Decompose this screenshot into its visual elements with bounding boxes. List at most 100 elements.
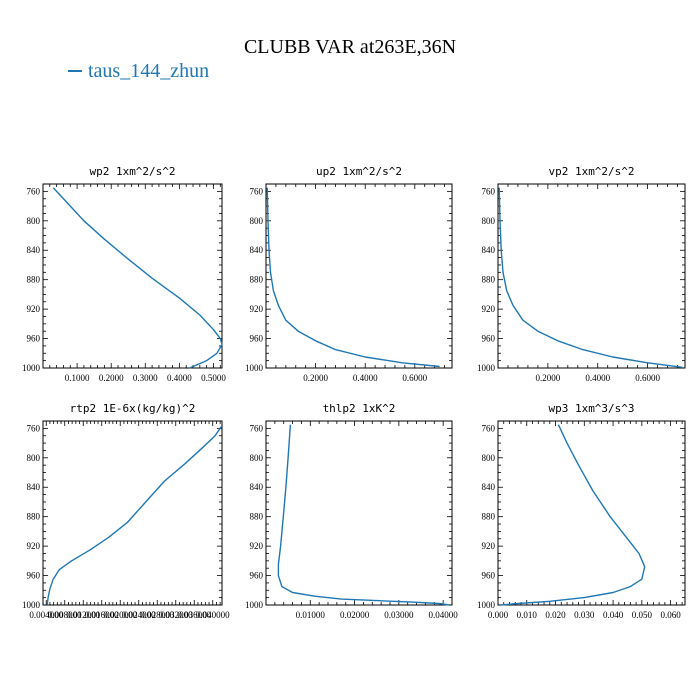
y-tick-label: 800 [482,453,496,463]
x-tick-label: 0.5000 [201,373,226,383]
x-tick-label: 0.036000 [177,610,211,620]
x-tick-label: 0.4000 [353,373,378,383]
series-line [500,424,646,606]
x-tick-label: 0.010 [517,610,538,620]
x-tick-label: 0.024000 [122,610,156,620]
y-tick-label: 760 [482,423,496,433]
x-tick-label: 0.032000 [159,610,193,620]
legend: taus_144_zhun [68,60,209,83]
series-line [498,187,683,368]
y-tick-label: 1000 [477,363,496,373]
y-tick-label: 920 [250,304,264,314]
figure-title: CLUBB VAR at263E,36N [243,36,457,58]
series-line [266,187,440,368]
y-tick-label: 960 [250,571,264,581]
plot-frame [42,420,223,606]
plot-frame [265,183,453,369]
x-tick-label: 0.6000 [402,373,427,383]
y-tick-label: 920 [27,541,41,551]
x-tick-label: 0.2000 [535,373,560,383]
panel-5: thlp2 1xK^2 760 800 840 880 920 960 1000 0.01000… [245,402,458,620]
y-tick-label: 800 [250,216,264,226]
plot-frame [265,420,453,606]
panel-title: rtp2 1E-6x(kg/kg)^2 [70,402,196,415]
y-tick-label: 840 [27,482,41,492]
x-tick-label: 0.020000 [103,610,137,620]
panel-title: wp2 1xm^2/s^2 [89,165,175,178]
y-tick-label: 880 [482,512,496,522]
x-tick-label: 0.030 [574,610,595,620]
y-tick-label: 920 [27,304,41,314]
panel-title: wp3 1xm^3/s^3 [548,402,634,415]
y-tick-label: 800 [27,216,41,226]
y-tick-label: 1000 [22,600,41,610]
y-tick-label: 840 [27,245,41,255]
panel-2: up2 1xm^2/s^2 760 800 840 880 920 960 1000 0.200… [245,165,453,383]
y-tick-label: 960 [482,334,496,344]
x-tick-label: 0.2000 [303,373,328,383]
panel-1: wp2 1xm^2/s^2 760 800 840 880 920 960 1000 0.100… [22,165,226,383]
x-tick-label: 0.4000 [585,373,610,383]
x-tick-label: 0.000 [488,610,509,620]
x-tick-label: 0.3000 [133,373,158,383]
y-tick-label: 880 [250,275,264,285]
y-tick-label: 880 [27,512,41,522]
y-tick-label: 920 [250,541,264,551]
plot-frame [42,183,223,369]
y-tick-label: 880 [27,275,41,285]
x-tick-label: 0.04000 [429,610,459,620]
y-tick-label: 960 [482,571,496,581]
y-tick-label: 800 [482,216,496,226]
panel-6: wp3 1xm^3/s^3 760 800 840 880 920 960 10000.000… [477,402,686,620]
y-tick-label: 1000 [245,363,264,373]
y-tick-label: 880 [482,275,496,285]
panel-title: up2 1xm^2/s^2 [316,165,402,178]
y-tick-label: 760 [250,186,264,196]
y-tick-label: 800 [250,453,264,463]
y-tick-label: 840 [482,482,496,492]
x-tick-label: 0.02000 [340,610,370,620]
y-tick-label: 960 [27,334,41,344]
x-tick-label: 0.6000 [635,373,660,383]
x-tick-label: 0.1000 [65,373,90,383]
legend-label: taus_144_zhun [88,60,210,82]
y-tick-label: 760 [250,423,264,433]
panel-title: thlp2 1xK^2 [323,402,396,415]
y-tick-label: 800 [27,453,41,463]
x-tick-label: 0.060 [660,610,681,620]
y-tick-label: 920 [482,304,496,314]
y-tick-label: 840 [482,245,496,255]
panel-title: vp2 1xm^2/s^2 [548,165,634,178]
panel-4: rtp2 1E-6x(kg/kg)^2 760 800 840 880 920 960 100… [22,402,230,620]
series-line [52,187,223,369]
plot-frame [497,183,686,369]
series-line [46,426,222,606]
y-tick-label: 1000 [245,600,264,610]
y-tick-label: 760 [27,186,41,196]
y-tick-label: 960 [27,571,41,581]
y-tick-label: 880 [250,512,264,522]
x-tick-label: 0.020 [545,610,566,620]
y-tick-label: 840 [250,245,264,255]
y-tick-label: 960 [250,334,264,344]
x-tick-label: 0.2000 [99,373,124,383]
y-tick-label: 840 [250,482,264,492]
x-tick-label: 0.008000 [48,610,82,620]
x-tick-label: 0.028000 [140,610,174,620]
legend-line-swatch [68,70,82,73]
panel-3: vp2 1xm^2/s^2 760 800 840 880 920 960 1000 0.200… [477,165,686,383]
x-tick-label: 0.03000 [384,610,414,620]
y-tick-label: 760 [27,423,41,433]
x-tick-label: 0.016000 [85,610,119,620]
x-tick-label: 0.040 [603,610,624,620]
y-tick-label: 1000 [477,600,496,610]
x-tick-label: 0.004000 [29,610,63,620]
plot-frame [497,420,686,606]
x-tick-label: 0.040000 [196,610,230,620]
x-tick-label: 0.01000 [296,610,326,620]
y-tick-label: 1000 [22,363,41,373]
x-tick-label: 0.012000 [66,610,100,620]
y-tick-label: 920 [482,541,496,551]
x-tick-label: 0.4000 [167,373,192,383]
